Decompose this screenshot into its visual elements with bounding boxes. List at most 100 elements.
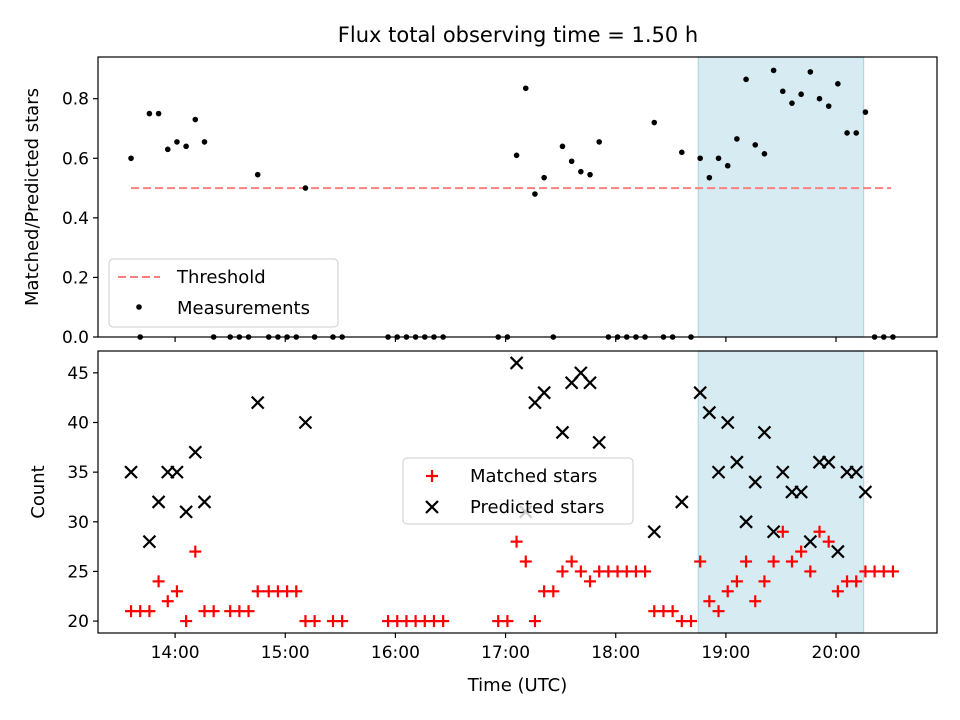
measurements-legend-label: Measurements <box>177 298 310 319</box>
bottom-y-ticks: 20 25 30 35 40 45 <box>67 364 98 632</box>
measurement-point <box>862 109 869 115</box>
bottom-panel: 20 25 30 35 40 45 14:00 15:00 16:00 17:00 18:00 19… <box>28 350 938 696</box>
matched-star-point <box>510 535 523 548</box>
matched-star-point <box>694 555 707 568</box>
y-tick-label: 35 <box>67 463 89 483</box>
x-tick-label: 15:00 <box>261 643 310 663</box>
chart-title: Flux total observing time = 1.50 h <box>338 23 698 47</box>
matched-star-point <box>639 565 652 578</box>
predicted-star-point <box>730 455 744 469</box>
top-panel: 0.00.20.40.60.8 Matched/Predicted stars … <box>22 56 938 348</box>
bottom-x-ticks: 14:00 15:00 16:00 17:00 18:00 19:00 20:00 <box>151 633 861 663</box>
matched-star-point <box>712 605 725 618</box>
measurement-point <box>183 143 189 150</box>
matched-star-point <box>666 605 679 618</box>
predicted-star-point <box>170 465 184 479</box>
matched-star-point <box>308 615 321 628</box>
y-tick-label: 25 <box>67 562 89 582</box>
matched-star-point <box>501 615 514 628</box>
measurement-point <box>587 171 593 178</box>
top-y-ticks: 0.0 0.2 0.4 0.6 0.8 <box>62 90 98 348</box>
bottom-y-axis-label: Count <box>28 465 49 518</box>
predicted-star-point <box>647 524 662 539</box>
predicted-star-point <box>757 425 772 440</box>
matched-star-point <box>170 585 183 598</box>
matched-star-point <box>776 525 789 538</box>
measurement-point <box>651 119 658 126</box>
measurement-point <box>302 185 309 191</box>
predicted-star-point <box>509 356 524 370</box>
measurement-point <box>146 110 153 117</box>
measurement-point <box>254 171 261 178</box>
y-tick-label: 0.0 <box>62 328 89 348</box>
matched-stars-points <box>125 525 899 628</box>
x-tick-label: 19:00 <box>701 643 750 663</box>
predicted-star-point <box>592 435 606 450</box>
matched-star-point <box>336 615 349 628</box>
bottom-axes-frame <box>97 350 938 634</box>
measurement-point <box>844 130 850 136</box>
matched-star-point <box>850 575 863 588</box>
predicted-star-point <box>151 495 166 509</box>
y-tick-label: 45 <box>67 364 89 384</box>
matched-star-point <box>785 555 798 568</box>
measurement-point <box>541 174 547 181</box>
predicted-star-point <box>555 425 570 440</box>
measurement-point <box>752 142 759 148</box>
matched-star-point <box>547 585 560 598</box>
matched-star-point <box>528 615 541 628</box>
top-x-ticks <box>174 337 837 342</box>
measurement-point <box>724 162 731 169</box>
top-legend: Threshold Measurements <box>108 258 339 328</box>
threshold-legend-label: Threshold <box>176 267 266 288</box>
matched-star-point <box>437 615 450 628</box>
y-tick-label: 0.2 <box>62 268 89 288</box>
predicted-star-point <box>537 385 551 400</box>
measurement-point <box>578 168 584 175</box>
bottom-legend-box <box>402 457 634 525</box>
top-y-axis-label: Matched/Predicted stars <box>22 88 43 306</box>
matched-star-point <box>556 565 569 578</box>
matched-star-point <box>143 605 156 618</box>
measurement-point <box>697 155 703 162</box>
measurement-point <box>174 139 180 145</box>
predicted-star-point <box>748 475 763 489</box>
matched-star-point <box>886 565 899 578</box>
x-axis-label: Time (UTC) <box>467 675 568 696</box>
predicted-star-point <box>583 375 597 390</box>
predicted-star-point <box>298 415 313 430</box>
predicted-star-point <box>675 495 689 509</box>
y-tick-label: 0.6 <box>62 149 89 169</box>
measurement-point <box>596 139 602 145</box>
matched-star-point <box>758 575 771 588</box>
matched-star-point <box>730 575 743 588</box>
measurement-point <box>522 85 529 92</box>
measurements-legend-swatch <box>136 304 142 310</box>
matched-star-point <box>290 585 303 598</box>
matched-star-point <box>242 605 255 618</box>
matched-star-point <box>207 605 220 618</box>
matched-star-point <box>574 565 587 578</box>
predicted-star-point <box>794 485 808 499</box>
predicted-star-point <box>142 534 157 549</box>
matched-star-point <box>749 595 762 608</box>
matched-star-point <box>251 585 264 598</box>
bottom-legend: Matched stars Predicted stars <box>402 457 634 525</box>
top-legend-box <box>108 258 339 328</box>
predicted-star-point <box>849 465 863 479</box>
matched-star-point <box>565 555 578 568</box>
y-tick-label: 20 <box>67 612 89 632</box>
matched-stars-legend-swatch <box>426 470 438 482</box>
predicted-star-point <box>739 515 753 529</box>
measurement-point <box>568 158 575 165</box>
measurement-point <box>715 155 722 162</box>
matched-star-point <box>767 555 780 568</box>
predicted-star-point <box>766 524 781 539</box>
predicted-star-point <box>188 445 203 460</box>
measurement-point <box>743 76 749 83</box>
measurement-point <box>734 136 740 142</box>
predicted-star-point <box>776 465 790 479</box>
matched-star-point <box>804 565 817 578</box>
measurement-point <box>825 103 832 109</box>
predicted-star-point <box>711 465 726 479</box>
